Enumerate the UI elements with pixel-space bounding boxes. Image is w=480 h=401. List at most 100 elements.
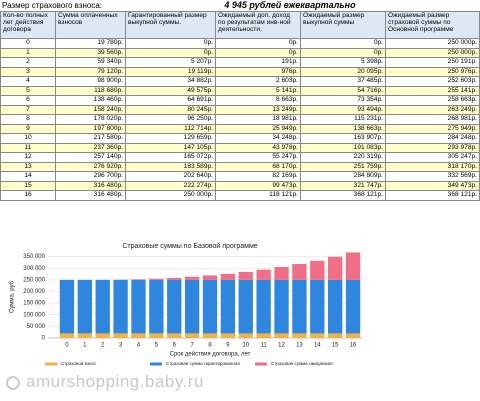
table-cell: 5 141р. [215, 85, 301, 96]
bar-segment [131, 279, 146, 280]
table-cell: 15 [0, 180, 56, 191]
watermark-icon [6, 376, 20, 390]
bar-segment [292, 279, 307, 334]
table-cell: 5 398р. [300, 57, 386, 68]
table-cell: 0 [0, 38, 56, 49]
table-cell: 163 907р. [300, 133, 386, 144]
column-header: Сумма оплаченных взносов [55, 11, 126, 39]
table-row: 10 217 580р. 129 659р. 34 248р. 163 907р. 284… [0, 133, 480, 144]
bar-segment [77, 279, 92, 334]
table-cell: 5 207р. [125, 57, 216, 68]
column-header: Ожидаемый размер выкупной суммы [300, 11, 386, 39]
table-cell: 0р. [215, 47, 301, 58]
bar-segment [77, 333, 92, 338]
table-cell: 183 589р. [125, 161, 216, 172]
x-tick-label: 7 [190, 343, 194, 349]
legend-label: Страховая сумма ожидаемая [271, 361, 333, 366]
table-cell: 220 319р. [300, 152, 386, 163]
x-tick-label: 15 [332, 343, 339, 349]
bar-segment [59, 279, 75, 334]
bar-segment [274, 279, 289, 334]
chart-title: Страховые суммы по Базовой программе [122, 242, 257, 250]
table-cell: 99 473р. [215, 180, 301, 191]
x-tick-label: 1 [83, 343, 87, 349]
premium-label: Размер страхового взноса: [2, 1, 103, 10]
table-cell: 37 485р. [300, 76, 386, 87]
bar-segment [202, 333, 218, 338]
bar-segment [274, 333, 289, 338]
table-cell: 296 700р. [55, 171, 126, 182]
payout-table: Кол-во полных лет действия договора Сумма… [0, 11, 480, 201]
table-cell: 368 121р. [300, 190, 386, 201]
table-row: 1 39 560р. 0р. 0р. 0р. 250 000р. [0, 47, 480, 58]
legend-swatch [45, 362, 57, 366]
bar-segment [274, 267, 289, 280]
bar-segment [238, 333, 253, 338]
bar-segment [310, 333, 325, 338]
bar-segment [167, 279, 182, 334]
table-cell: 34 248р. [215, 133, 301, 144]
x-tick-label: 13 [296, 343, 303, 349]
premium-header: Размер страхового взноса: 4 945 рублей е… [0, 0, 480, 11]
table-cell: 8 [0, 114, 56, 125]
table-row: 6 138 460р. 64 691р. 8 663р. 73 354р. 258 663… [0, 95, 480, 106]
table-cell: 147 105р. [125, 142, 216, 153]
table-cell: 197 800р. [55, 123, 126, 134]
table-row: 14 296 700р. 202 640р. 82 169р. 284 809р. 332… [0, 171, 480, 182]
table-cell: 5 [0, 85, 56, 96]
bar-segment [167, 333, 182, 338]
table-cell: 13 [0, 161, 56, 172]
table-cell: 3 [0, 66, 56, 77]
table-cell: 191р. [215, 57, 301, 68]
table-row: 16 316 480р. 250 000р. 118 121р. 368 121р. 36… [0, 190, 480, 201]
x-tick-label: 9 [226, 343, 230, 349]
table-row: 2 59 340р. 5 207р. 191р. 5 398р. 250 191р. [0, 57, 480, 68]
table-cell: 202 640р. [125, 171, 216, 182]
x-tick-label: 2 [101, 343, 105, 349]
table-cell: 318 170р. [385, 161, 480, 172]
bar-segment [131, 279, 146, 334]
table-cell: 0р. [300, 38, 386, 49]
table-body: 0 19 780р. 0р. 0р. 0р. 250 000р. 1 39 560р. 0р. 0… [0, 38, 480, 201]
table-cell: 118 121р. [215, 190, 301, 201]
x-tick-label: 11 [261, 343, 268, 349]
y-axis-label: Сумма, руб [10, 280, 16, 313]
table-cell: 8 663р. [215, 95, 301, 106]
table-cell: 275 949р. [385, 123, 480, 134]
column-header: Ожидаемый размер страховой суммы по Осно… [385, 11, 480, 39]
table-cell: 255 141р. [385, 85, 480, 96]
table-cell: 19 780р. [55, 38, 126, 49]
legend-swatch [255, 362, 267, 366]
x-tick-label: 12 [278, 343, 285, 349]
table-cell: 250 191р. [385, 57, 480, 68]
y-tick-label: 250 000 [23, 277, 45, 283]
x-tick-label: 6 [173, 343, 177, 349]
bar-segment [328, 333, 343, 338]
table-cell: 55 247р. [215, 152, 301, 163]
table-cell: 34 882р. [125, 76, 216, 87]
bar-segment [184, 279, 200, 334]
y-tick-label: 150 000 [23, 301, 45, 307]
bar-segment [113, 279, 128, 334]
table-row: 11 237 360р. 147 105р. 43 978р. 191 083р. 293… [0, 142, 480, 153]
table-cell: 96 250р. [125, 114, 216, 125]
table-row: 8 178 020р. 96 250р. 18 981р. 115 231р. 268 9… [0, 114, 480, 125]
table-cell: 25 949р. [215, 123, 301, 134]
chart: Страховые суммы по Базовой программе Сум… [10, 242, 362, 366]
table-cell: 112 714р. [125, 123, 216, 134]
table-cell: 138 460р. [55, 95, 126, 106]
table-cell: 368 121р. [385, 190, 480, 201]
x-axis-label: Срок действия договора, лет [170, 351, 251, 358]
column-header: Гарантированный размер выкупной суммы. [125, 11, 216, 39]
table-cell: 0р. [125, 47, 216, 58]
x-tick-label: 3 [119, 343, 123, 349]
table-cell: 12 [0, 152, 56, 163]
table-cell: 11 [0, 142, 56, 153]
table-cell: 6 [0, 95, 56, 106]
table-cell: 222 274р. [125, 180, 216, 191]
table-cell: 118 680р. [55, 85, 126, 96]
bar-segment [310, 279, 325, 334]
y-tick-label: 50 000 [27, 324, 46, 330]
bar-segment [95, 279, 110, 334]
